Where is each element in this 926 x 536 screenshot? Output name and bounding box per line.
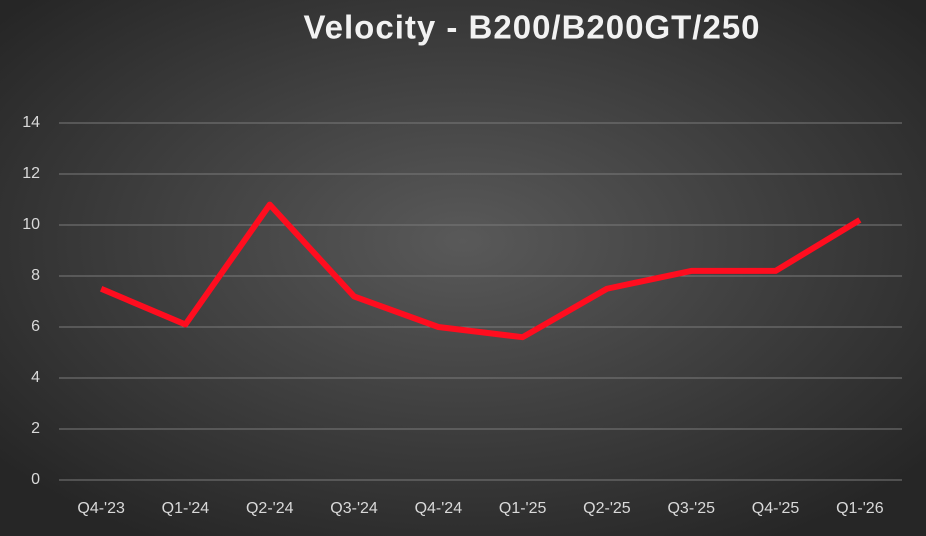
y-tick-label: 4 bbox=[31, 369, 40, 386]
chart-title: Velocity - B200/B200GT/250 bbox=[303, 9, 760, 46]
x-tick-label: Q1-'25 bbox=[499, 500, 547, 517]
y-tick-label: 0 bbox=[31, 471, 40, 488]
x-tick-label: Q2-'24 bbox=[246, 500, 294, 517]
x-tick-label: Q1-'24 bbox=[162, 500, 210, 517]
y-tick-label: 12 bbox=[22, 165, 40, 182]
y-tick-label: 8 bbox=[31, 267, 40, 284]
x-tick-label: Q4-'24 bbox=[415, 500, 463, 517]
x-tick-label: Q4-'25 bbox=[752, 500, 800, 517]
y-tick-label: 6 bbox=[31, 318, 40, 335]
x-tick-label: Q1-'26 bbox=[836, 500, 884, 517]
y-tick-label: 2 bbox=[31, 420, 40, 437]
x-tick-label: Q3-'24 bbox=[330, 500, 378, 517]
y-tick-label: 10 bbox=[22, 216, 40, 233]
y-tick-label: 14 bbox=[22, 114, 40, 131]
x-tick-label: Q3-'25 bbox=[667, 500, 715, 517]
line-series bbox=[99, 201, 862, 341]
x-tick-label: Q2-'25 bbox=[583, 500, 631, 517]
x-tick-label: Q4-'23 bbox=[77, 500, 125, 517]
